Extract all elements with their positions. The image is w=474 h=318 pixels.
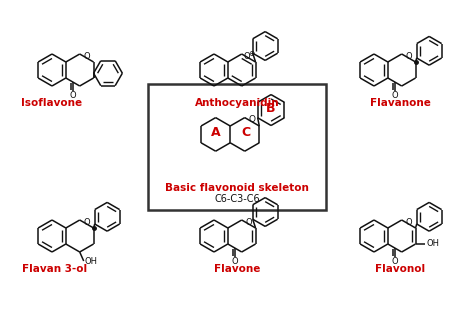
Text: O: O [70, 91, 76, 100]
Text: Flavonol: Flavonol [375, 264, 425, 274]
Text: O: O [248, 115, 255, 124]
Text: C: C [241, 126, 250, 139]
Text: B: B [266, 101, 276, 114]
Text: O: O [392, 257, 398, 266]
Text: OH: OH [84, 258, 97, 266]
Text: O: O [83, 52, 90, 61]
Text: Anthocyanidin: Anthocyanidin [195, 98, 279, 108]
Text: O: O [392, 91, 398, 100]
Text: Flavan 3-ol: Flavan 3-ol [22, 264, 88, 274]
Text: Basic flavonoid skeleton: Basic flavonoid skeleton [165, 183, 309, 193]
Text: C6-C3-C6: C6-C3-C6 [214, 194, 260, 204]
Text: OH: OH [426, 239, 439, 248]
Text: O: O [405, 52, 412, 61]
Text: Isoflavone: Isoflavone [21, 98, 82, 108]
Text: O: O [244, 52, 250, 61]
Text: ⊕: ⊕ [248, 50, 255, 59]
Bar [148, 84, 326, 210]
Text: Flavone: Flavone [214, 264, 260, 274]
Text: Flavanone: Flavanone [370, 98, 430, 108]
Text: A: A [211, 126, 220, 139]
Text: O: O [246, 218, 252, 227]
Text: O: O [405, 218, 412, 227]
Text: O: O [83, 218, 90, 227]
Text: O: O [231, 257, 238, 266]
